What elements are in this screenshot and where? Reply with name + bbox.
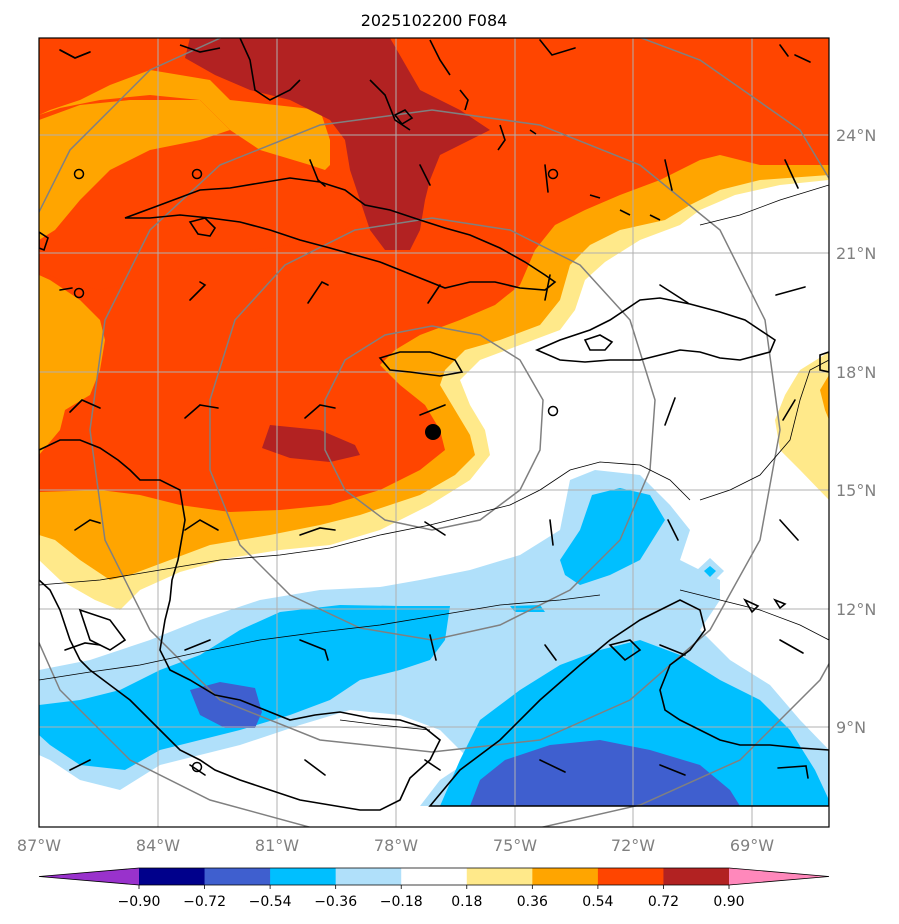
map-title: 2025102200 F084 — [361, 11, 508, 30]
colorbar-segment — [270, 868, 337, 885]
lon-tick-label: 69°W — [730, 836, 774, 855]
lat-tick-label: 21°N — [836, 244, 876, 263]
lat-tick-label: 15°N — [836, 481, 876, 500]
colorbar-tick-label: −0.36 — [314, 894, 357, 910]
colorbar-segment — [139, 868, 206, 885]
colorbar-segment — [663, 868, 730, 885]
contour-fill-neg-036-patch — [704, 566, 716, 577]
graticule — [39, 38, 829, 827]
colorbar-tick-label: 0.90 — [713, 894, 744, 910]
lon-tick-label: 75°W — [493, 836, 537, 855]
lat-tick-label: 18°N — [836, 363, 876, 382]
lon-tick-label: 81°W — [255, 836, 299, 855]
colorbar-tick-label: 0.18 — [451, 894, 482, 910]
contour-fill-neg-036-east-north — [560, 488, 665, 585]
colorbar-segment — [466, 868, 533, 885]
lat-tick-labels: 24°N 21°N 18°N 15°N 12°N 9°N — [836, 126, 876, 737]
colorbar-tick-label: −0.90 — [118, 894, 161, 910]
colorbar-segment — [597, 868, 664, 885]
colorbar-tick-label: −0.72 — [183, 894, 226, 910]
contour-fill-neg-054-west — [190, 682, 262, 728]
colorbar-segment — [335, 868, 402, 885]
lon-tick-labels: 87°W 84°W 81°W 78°W 75°W 72°W 69°W — [17, 836, 774, 855]
calm-circles — [73, 168, 559, 773]
colorbar-segment — [204, 868, 271, 885]
colorbar-extend-high — [729, 868, 829, 885]
lat-tick-label: 24°N — [836, 126, 876, 145]
colorbar-segment — [401, 868, 468, 885]
wind-barbs — [59, 39, 811, 779]
lat-tick-label: 9°N — [836, 718, 866, 737]
colorbar: −0.90 −0.72 −0.54 −0.36 −0.18 0.18 0.36 0.54 0.7… — [38, 867, 830, 910]
contour-fill-pos-054 — [39, 38, 829, 512]
colorbar-tick-label: 0.72 — [648, 894, 679, 910]
lon-tick-label: 84°W — [136, 836, 180, 855]
contour-fill-pos-072-south — [262, 425, 360, 462]
colorbar-extend-low — [39, 868, 139, 885]
contour-fill-pos-018-east — [775, 352, 829, 500]
colorbar-tick-label: 0.54 — [582, 894, 613, 910]
colorbar-tick-label: −0.54 — [249, 894, 292, 910]
colorbar-tick-label: 0.36 — [517, 894, 548, 910]
map-plot-area — [39, 38, 829, 827]
colorbar-tick-label: −0.18 — [380, 894, 423, 910]
lat-tick-label: 12°N — [836, 600, 876, 619]
contour-fill-neg-054-south — [470, 740, 740, 806]
lon-tick-label: 78°W — [374, 836, 418, 855]
boundary-lines — [39, 184, 829, 731]
storm-center-marker — [425, 424, 441, 440]
lon-tick-label: 87°W — [17, 836, 61, 855]
map-frame — [38, 37, 830, 828]
colorbar-segment — [532, 868, 599, 885]
lon-tick-label: 72°W — [611, 836, 655, 855]
contour-fill-pos-072-north — [185, 38, 490, 250]
contour-fill-pos-036-east — [820, 375, 829, 420]
